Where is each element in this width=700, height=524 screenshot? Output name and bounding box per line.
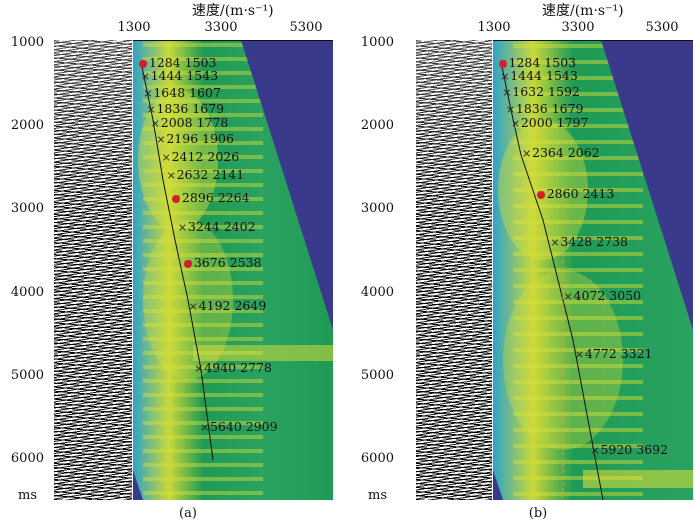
pick-marker: ×: [146, 102, 156, 116]
pick-marker: ×: [143, 87, 153, 101]
seismic-gather: [416, 40, 492, 500]
pick-label: 2008 1778: [160, 115, 229, 131]
time-unit: ms: [18, 488, 37, 503]
pick-label: 1284 1503: [508, 54, 577, 70]
velocity-trend-line: [140, 61, 214, 461]
pick-label: 1836 1679: [156, 100, 225, 116]
velocity-tick: 5300: [645, 20, 679, 35]
seismic-gather: [54, 40, 132, 500]
pick-label: 3428 2738: [560, 233, 628, 249]
time-tick: 3000: [360, 201, 394, 216]
velocity-spectrum: [133, 40, 333, 500]
pick-label: 1836 1679: [515, 100, 584, 116]
pick-label: 3676 2538: [193, 254, 262, 270]
velocity-tick: 1300: [477, 20, 511, 35]
pick-label: 2000 1797: [520, 114, 589, 130]
pick-label: 2364 2062: [532, 145, 600, 161]
pick-label: 1284 1503: [148, 54, 217, 70]
pick-marker: ×: [166, 169, 176, 183]
pick-marker: ×: [550, 235, 560, 249]
time-tick: 1000: [360, 35, 394, 50]
time-unit: ms: [368, 488, 387, 503]
pick-marker: ×: [574, 348, 585, 362]
panel-a-caption: (a): [179, 506, 197, 521]
velocity-tick: 5300: [289, 20, 323, 35]
time-tick: 5000: [10, 368, 44, 383]
pick-marker: ×: [563, 289, 573, 303]
time-tick: 4000: [360, 285, 394, 300]
pick-marker: ×: [510, 116, 521, 130]
time-tick: 1000: [10, 35, 44, 50]
pick-label: 2412 2026: [171, 149, 240, 165]
velocity-tick: 3300: [204, 20, 238, 35]
pick-marker: ×: [140, 70, 150, 84]
panel-b: 速度/(m·s⁻¹) 1300 3300 5300 1000 2000 3000…: [350, 0, 700, 524]
time-tick: 4000: [10, 285, 44, 300]
velocity-tick: 3300: [561, 20, 595, 35]
time-tick: 2000: [10, 118, 44, 133]
pick-peak-dot: [536, 191, 545, 200]
pick-label: 1444 1543: [510, 68, 578, 84]
pick-marker: ×: [500, 70, 510, 84]
panel-a: 速度/(m·s⁻¹) 1300 3300 5300 1000 2000 3000…: [10, 3, 333, 503]
pick-label: 4192 2649: [198, 297, 267, 313]
panel-b-caption: (b): [528, 506, 548, 521]
pick-marker: ×: [522, 147, 532, 161]
pick-label: 4940 2778: [204, 360, 272, 376]
pick-peak-dot: [498, 59, 507, 68]
pick-peak-dot: [171, 194, 180, 203]
pick-marker: ×: [150, 117, 160, 131]
velocity-spectrum: [493, 40, 693, 500]
velocity-axis-title: 速度/(m·s⁻¹): [542, 3, 624, 19]
pick-marker: ×: [188, 299, 198, 313]
top-axis-line: [493, 40, 693, 41]
pick-label: 4772 3321: [584, 346, 653, 362]
velocity-trend-line: [500, 61, 604, 500]
pick-peak-dot: [183, 259, 192, 268]
time-tick: 6000: [360, 451, 394, 466]
pick-peak-dot: [138, 59, 147, 68]
pick-label: 1648 1607: [153, 85, 221, 101]
velocity-axis-title: 速度/(m·s⁻¹): [192, 3, 274, 19]
pick-label: 1632 1592: [512, 83, 580, 99]
time-tick: 3000: [10, 201, 44, 216]
pick-label: 5640 2909: [209, 418, 278, 434]
pick-label: 2196 1906: [166, 130, 234, 146]
pick-label: 1444 1543: [150, 68, 219, 84]
pick-marker: ×: [194, 362, 204, 376]
pick-marker: ×: [199, 420, 210, 434]
top-axis-line: [133, 40, 333, 41]
pick-label: 5920 3692: [600, 442, 669, 458]
pick-label: 3244 2402: [187, 218, 256, 234]
pick-marker: ×: [505, 102, 516, 116]
pick-marker: ×: [156, 132, 166, 146]
pick-label: 4072 3050: [573, 287, 642, 303]
pick-marker: ×: [177, 220, 188, 234]
time-tick: 2000: [360, 118, 394, 133]
velocity-tick: 1300: [117, 20, 151, 35]
pick-label: 2896 2264: [181, 189, 250, 205]
pick-label: 2632 2141: [176, 167, 245, 183]
time-tick: 6000: [10, 451, 44, 466]
pick-marker: ×: [161, 151, 171, 165]
time-tick: 5000: [360, 368, 394, 383]
pick-marker: ×: [502, 85, 512, 99]
pick-marker: ×: [590, 444, 600, 458]
pick-label: 2860 2413: [546, 186, 615, 202]
